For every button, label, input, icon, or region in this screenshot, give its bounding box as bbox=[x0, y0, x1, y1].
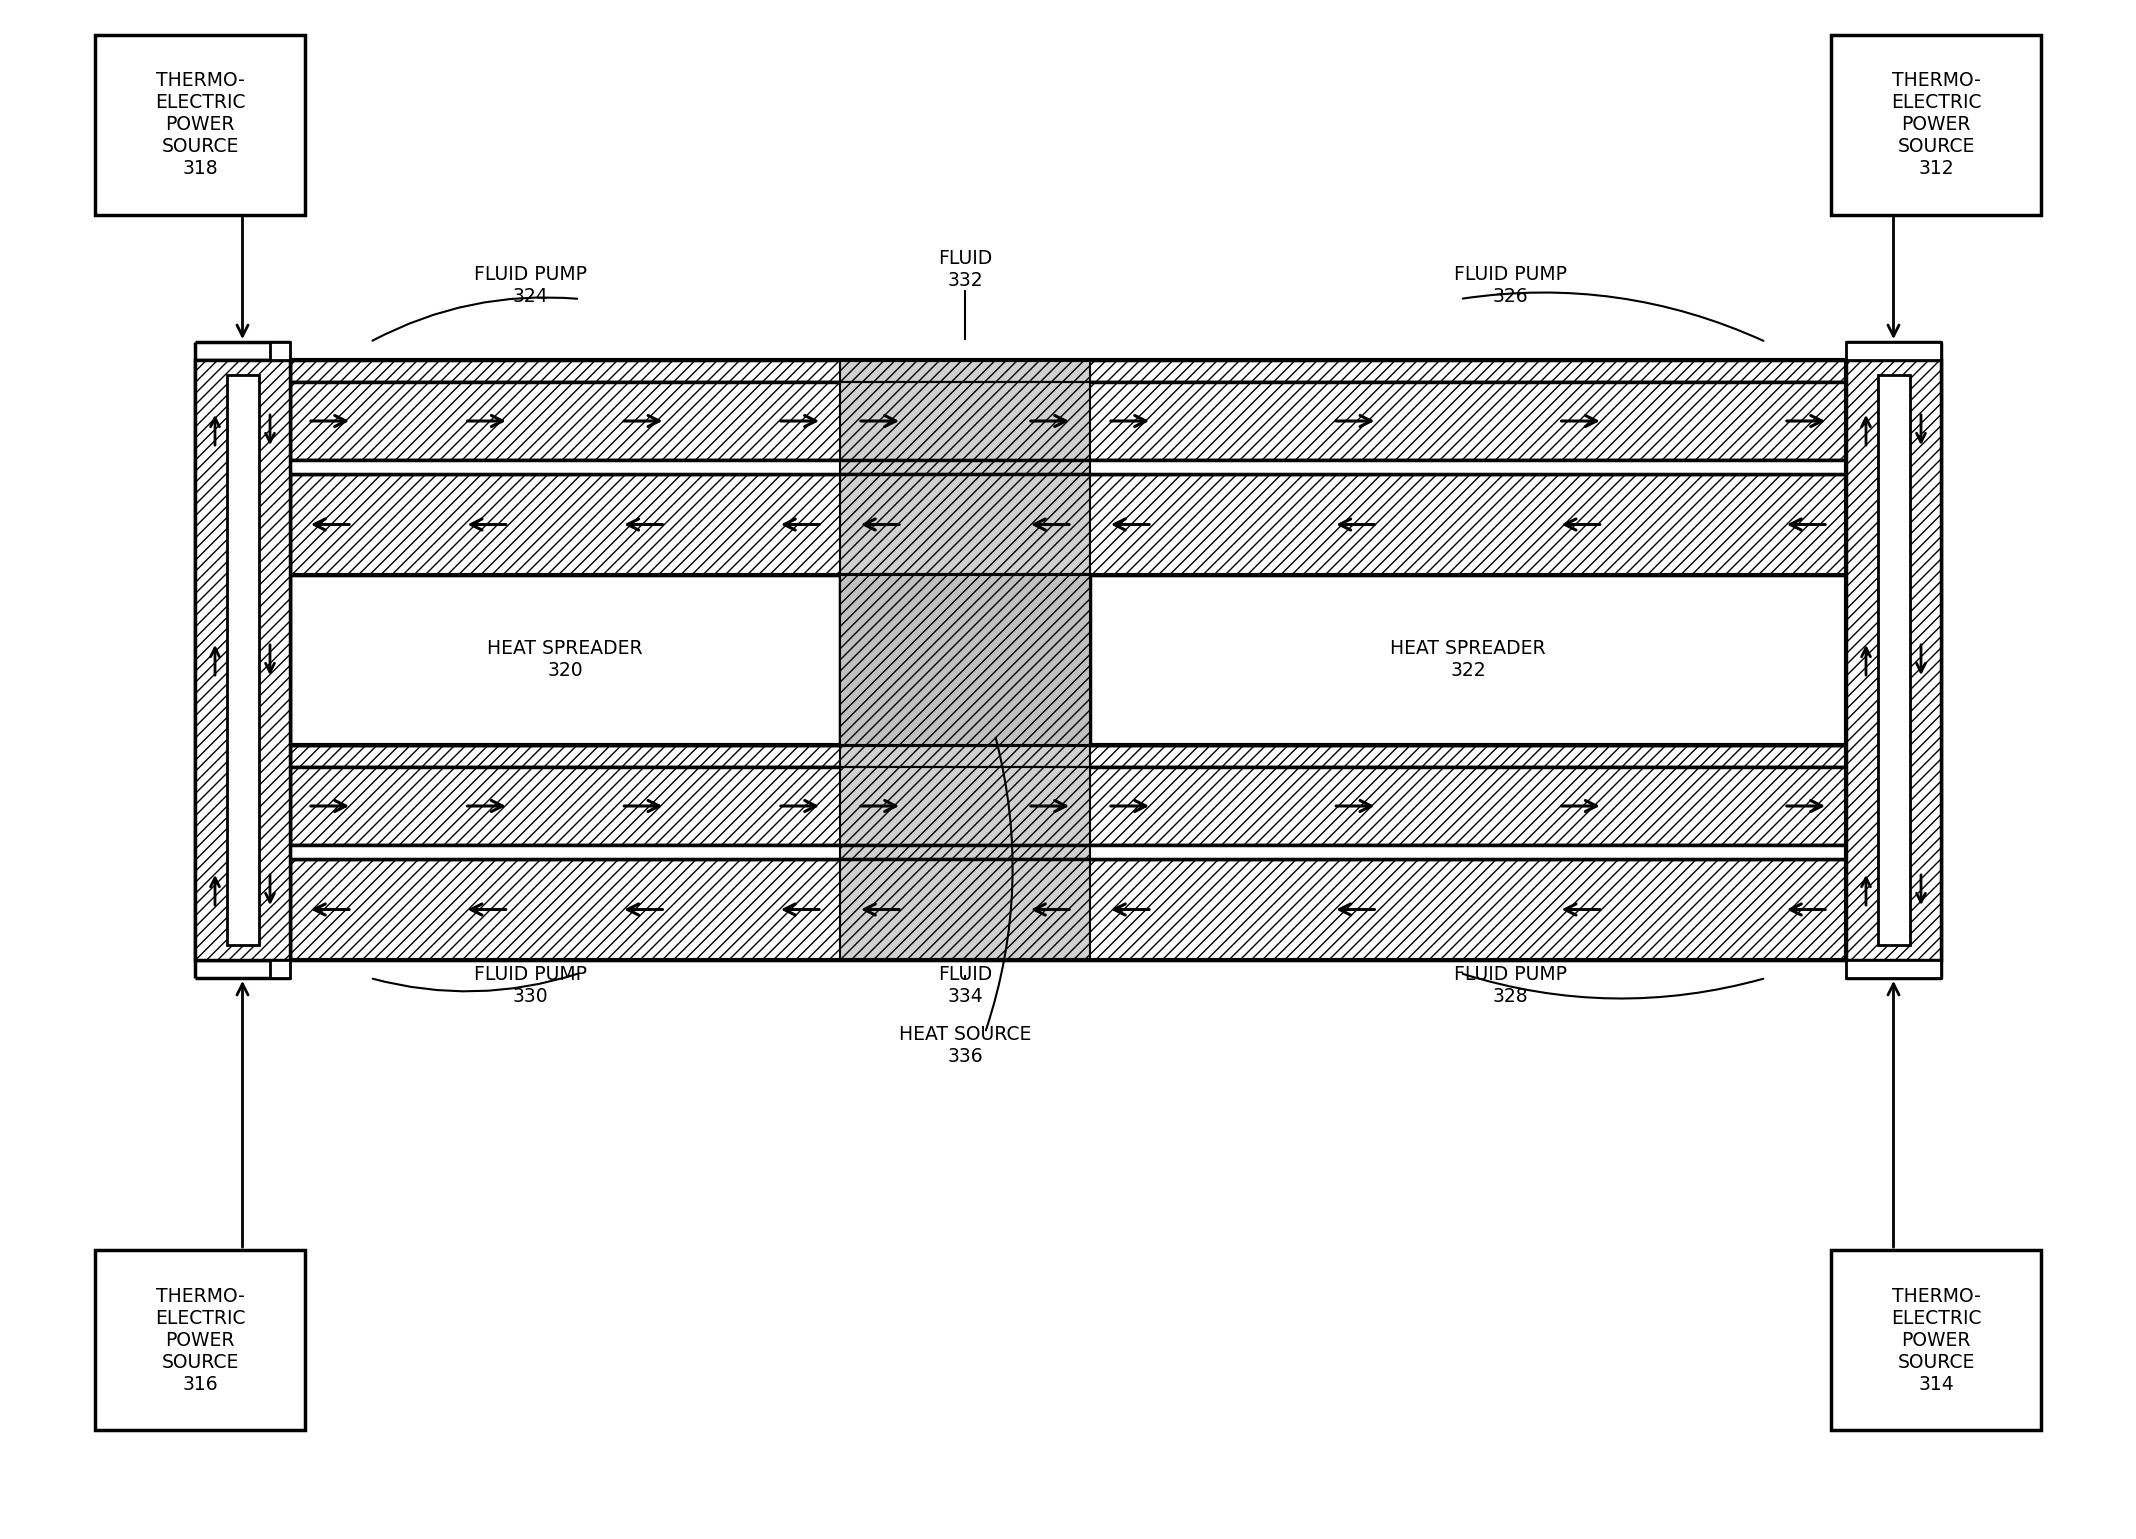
Bar bbox=[226, 376, 258, 945]
Text: THERMO-
ELECTRIC
POWER
SOURCE
316: THERMO- ELECTRIC POWER SOURCE 316 bbox=[154, 1287, 246, 1393]
Bar bbox=[839, 859, 1089, 960]
Bar bbox=[94, 1250, 305, 1430]
Bar bbox=[290, 360, 1846, 382]
Bar bbox=[1089, 576, 1846, 745]
Text: FLUID PUMP
326: FLUID PUMP 326 bbox=[1452, 265, 1566, 306]
Bar bbox=[839, 766, 1089, 845]
Bar bbox=[1846, 342, 1942, 360]
Bar bbox=[290, 766, 1846, 845]
Bar bbox=[1846, 360, 1942, 960]
Bar bbox=[290, 474, 1846, 576]
Bar bbox=[839, 360, 1089, 382]
Bar bbox=[269, 342, 290, 360]
Text: FLUID PUMP
328: FLUID PUMP 328 bbox=[1452, 965, 1566, 1005]
Text: THERMO-
ELECTRIC
POWER
SOURCE
318: THERMO- ELECTRIC POWER SOURCE 318 bbox=[154, 71, 246, 179]
Bar bbox=[839, 845, 1089, 859]
Bar bbox=[839, 745, 1089, 766]
Text: FLUID PUMP
324: FLUID PUMP 324 bbox=[474, 265, 587, 306]
Text: HEAT SOURCE
336: HEAT SOURCE 336 bbox=[899, 1025, 1032, 1065]
Bar bbox=[94, 35, 305, 215]
Bar bbox=[1846, 960, 1942, 977]
Text: HEAT SPREADER
322: HEAT SPREADER 322 bbox=[1391, 640, 1546, 680]
Bar bbox=[839, 474, 1089, 576]
Bar bbox=[1878, 376, 1910, 945]
Bar bbox=[839, 460, 1089, 474]
Bar bbox=[290, 576, 839, 745]
Bar bbox=[290, 460, 1846, 474]
Bar bbox=[290, 859, 1846, 960]
Bar bbox=[194, 360, 290, 960]
Bar bbox=[290, 382, 1846, 460]
Bar bbox=[1831, 35, 2042, 215]
Bar bbox=[290, 845, 1846, 859]
Bar bbox=[290, 745, 1846, 766]
Text: FLUID
334: FLUID 334 bbox=[938, 965, 991, 1005]
Bar bbox=[269, 960, 290, 977]
Text: THERMO-
ELECTRIC
POWER
SOURCE
314: THERMO- ELECTRIC POWER SOURCE 314 bbox=[1890, 1287, 1982, 1393]
Bar bbox=[839, 382, 1089, 460]
Bar bbox=[839, 576, 1089, 745]
Text: FLUID
332: FLUID 332 bbox=[938, 249, 991, 291]
Bar bbox=[1831, 1250, 2042, 1430]
Text: THERMO-
ELECTRIC
POWER
SOURCE
312: THERMO- ELECTRIC POWER SOURCE 312 bbox=[1890, 71, 1982, 179]
Text: FLUID PUMP
330: FLUID PUMP 330 bbox=[474, 965, 587, 1005]
Text: HEAT SPREADER
320: HEAT SPREADER 320 bbox=[487, 640, 643, 680]
